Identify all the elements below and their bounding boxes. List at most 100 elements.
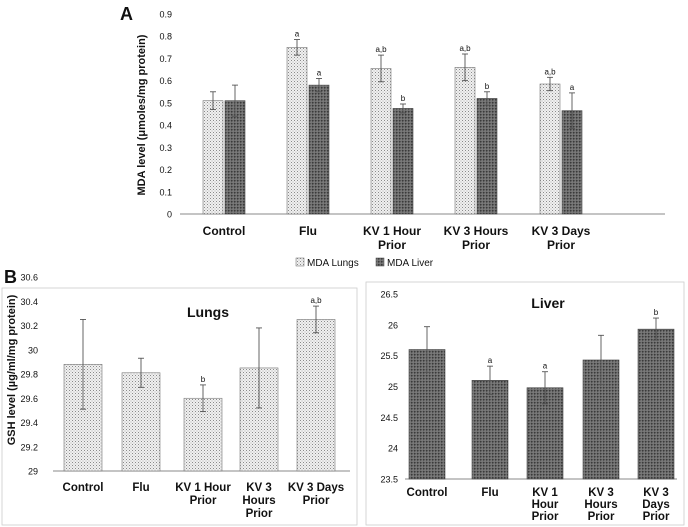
- mda-ytick-label: 0.7: [159, 54, 172, 64]
- mda-ytick-label: 0.4: [159, 121, 172, 131]
- error-bar: [210, 91, 216, 111]
- error-bar: [294, 39, 300, 56]
- category-label: KV 3: [588, 487, 614, 499]
- bar-mda-liver: [392, 108, 414, 215]
- significance-label: b: [201, 375, 206, 384]
- category-label: KV 1: [532, 487, 558, 499]
- category-label: Flu: [481, 487, 498, 499]
- liver-chart-title: Liver: [531, 295, 565, 311]
- category-label: Days: [642, 499, 670, 511]
- error-bar: [484, 91, 490, 106]
- significance-label: a: [570, 83, 575, 92]
- bar-lungs: [121, 372, 161, 472]
- panel-label-a: A: [120, 4, 133, 24]
- error-bar: [256, 327, 262, 409]
- error-bar: [653, 317, 659, 341]
- category-label: KV 3 Days: [288, 482, 344, 494]
- lungs-ytick-label: 29.2: [20, 442, 38, 452]
- error-bar: [547, 76, 553, 92]
- error-bar: [424, 326, 430, 373]
- error-bar: [138, 357, 144, 388]
- error-bar: [400, 103, 406, 114]
- error-bar: [313, 305, 319, 334]
- bar-mda-lungs: [539, 83, 561, 215]
- lungs-chart-title: Lungs: [187, 304, 229, 320]
- y-axis-title: MDA level (μmoles/mg protein): [136, 34, 148, 195]
- category-label: Prior: [462, 238, 490, 252]
- significance-label: a,b: [459, 44, 471, 53]
- significance-label: a: [317, 68, 322, 77]
- bar-mda-lungs: [454, 67, 476, 215]
- mda-ytick-label: 0.2: [159, 165, 172, 175]
- panel-label-b: B: [4, 267, 17, 287]
- category-label: KV 3: [246, 482, 272, 494]
- category-label: Prior: [588, 511, 615, 523]
- lungs-ytick-label: 30.2: [20, 321, 38, 331]
- significance-label: a: [543, 362, 548, 371]
- error-bar: [487, 365, 493, 395]
- mda-ytick-label: 0.5: [159, 98, 172, 108]
- category-label: Hours: [584, 499, 617, 511]
- legend-swatch-liver: [375, 257, 385, 267]
- category-label: Prior: [303, 495, 330, 507]
- category-label: Control: [407, 487, 448, 499]
- bar-mda-lungs: [202, 100, 224, 215]
- category-label: Control: [203, 224, 246, 238]
- significance-label: b: [485, 82, 490, 91]
- error-bar: [316, 77, 322, 93]
- category-label: Prior: [547, 238, 575, 252]
- category-label: KV 1 Hour: [363, 224, 421, 238]
- y-axis-title: GSH level (µg/ml/mg protein): [6, 294, 18, 445]
- category-label: Prior: [378, 238, 406, 252]
- bar-liver: [637, 328, 675, 480]
- lungs-ytick-label: 30.4: [20, 297, 38, 307]
- bar-lungs: [296, 319, 336, 472]
- error-bar: [542, 371, 548, 405]
- category-label: KV 1 Hour: [175, 482, 231, 494]
- lungs-ytick-label: 29.6: [20, 394, 38, 404]
- significance-label: b: [654, 308, 659, 317]
- liver-chart-border: [365, 281, 685, 526]
- mda-ytick-label: 0.3: [159, 143, 172, 153]
- category-label: KV 3: [643, 487, 669, 499]
- liver-ytick-label: 25.5: [380, 351, 398, 361]
- mda-ytick-label: 0.1: [159, 187, 172, 197]
- category-label: Hours: [242, 495, 275, 507]
- error-bar: [462, 53, 468, 82]
- chart-gsh-lungs: Lungs GSH level (µg/ml/mg protein) 29 29.…: [6, 273, 350, 520]
- lungs-ytick-label: 29.4: [20, 418, 38, 428]
- lungs-ytick-label: 29.8: [20, 370, 38, 380]
- chart-gsh-liver: Liver 23.5 24 24.5 25 25.5 26 26.5 a a b Control Fl…: [380, 290, 677, 523]
- category-label: Prior: [190, 495, 217, 507]
- liver-ytick-label: 26: [388, 320, 398, 330]
- error-bar: [378, 54, 384, 83]
- significance-label: a,b: [310, 296, 322, 305]
- bar-mda-lungs: [370, 68, 392, 215]
- legend: MDA Lungs MDA Liver: [295, 257, 434, 269]
- category-label: Flu: [299, 224, 317, 238]
- liver-ytick-label: 24: [388, 444, 398, 454]
- lungs-ytick-label: 29: [28, 467, 38, 477]
- category-label: Prior: [643, 511, 670, 523]
- significance-label: a: [488, 356, 493, 365]
- lungs-chart-border: [1, 287, 358, 526]
- significance-label: a,b: [375, 45, 387, 54]
- lungs-ytick-label: 30.6: [20, 273, 38, 283]
- error-bar: [569, 92, 575, 129]
- category-label: Hour: [532, 499, 559, 511]
- mda-ytick-label: 0.8: [159, 32, 172, 42]
- lungs-ytick-label: 30: [28, 345, 38, 355]
- bar-mda-liver: [476, 98, 498, 215]
- significance-label: b: [401, 94, 406, 103]
- legend-label-lungs: MDA Lungs: [307, 258, 359, 269]
- bar-mda-lungs: [286, 47, 308, 215]
- liver-ytick-label: 25: [388, 382, 398, 392]
- mda-ytick-label: 0.6: [159, 76, 172, 86]
- category-label: KV 3 Days: [532, 224, 591, 238]
- mda-ytick-label: 0: [167, 210, 172, 220]
- bar-mda-liver: [224, 100, 246, 215]
- error-bar: [598, 334, 604, 386]
- category-label: KV 3 Hours: [444, 224, 509, 238]
- chart-mda: MDA level (μmoles/mg protein) 0 0.1 0.2 0.3…: [136, 10, 665, 252]
